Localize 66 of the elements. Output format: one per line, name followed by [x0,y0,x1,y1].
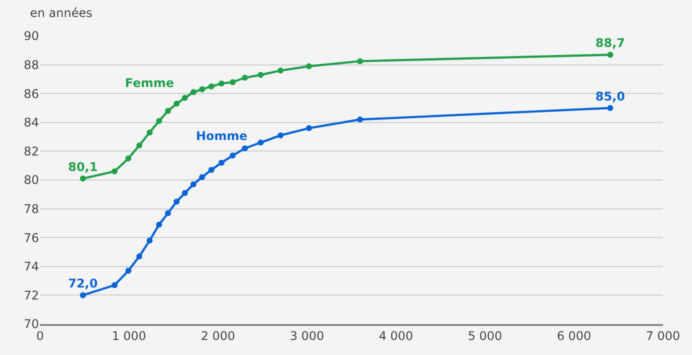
point [607,105,614,111]
data-label: 72,0 [68,276,98,290]
point [357,58,364,64]
data-label: 85,0 [595,89,626,104]
point [306,63,312,70]
x-tick-label: 5 000 [468,329,502,344]
x-tick-label: 0 [36,329,44,344]
point [182,190,188,196]
point [242,145,248,152]
y-tick-label: 90 [24,29,39,44]
point [607,52,614,58]
y-tick-label: 70 [24,317,39,332]
point [218,80,224,87]
point [146,129,153,136]
point [146,237,153,244]
point [136,142,142,148]
x-tick-label: 7 000 [646,329,680,344]
point [278,68,284,74]
point [112,282,118,288]
point [230,152,236,159]
point [190,181,196,188]
y-tick-label: 76 [24,230,39,245]
x-tick-label: 4 000 [378,329,414,344]
point [80,292,86,298]
x-tick-label: 2 000 [200,329,236,344]
data-label: 80,1 [68,160,98,174]
point [306,125,312,132]
point [218,160,224,166]
y-tick-label: 82 [24,144,39,158]
point [164,108,171,114]
point [136,253,142,260]
y-axis-title: en années [30,6,92,20]
point [182,94,188,101]
point [230,79,236,86]
y-tick-label: 80 [24,173,39,188]
point [199,174,206,180]
series-label: Homme [196,129,248,143]
point [258,140,264,146]
y-tick-label: 84 [24,116,39,130]
point [125,155,132,162]
x-tick-label: 1 000 [112,329,146,344]
point [174,198,180,205]
point [258,72,264,78]
y-tick-label: 72 [24,288,39,302]
data-label: 88,7 [595,36,626,50]
y-tick-label: 88 [24,58,39,72]
series-label: Femme [125,76,174,90]
point [156,222,162,228]
point [278,132,284,138]
point [208,166,214,173]
point [112,168,118,174]
point [190,89,196,96]
point [80,176,86,182]
point [199,86,206,92]
y-tick-label: 78 [24,202,39,216]
x-tick-label: 3 000 [290,329,324,344]
x-tick-label: 6 000 [556,329,592,344]
point [242,74,248,81]
point [125,268,132,274]
y-tick-label: 74 [24,260,39,274]
point [174,100,180,107]
y-tick-label: 86 [24,86,39,101]
point [164,210,171,216]
point [156,118,162,124]
point [208,83,214,90]
point [357,116,364,123]
